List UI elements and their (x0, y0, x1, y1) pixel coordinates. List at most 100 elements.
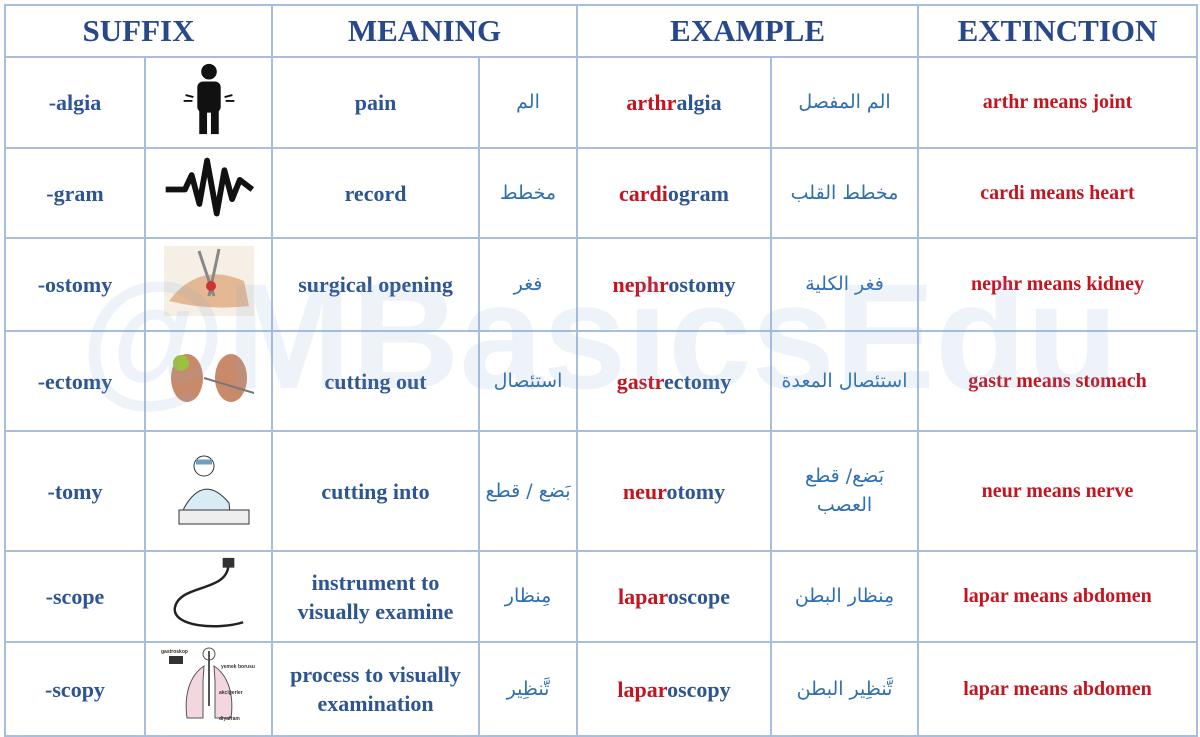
example-cell: neurotomy (576, 430, 773, 552)
extinction-cell: neur means nerve (917, 430, 1199, 552)
meaning-ar-cell: فغر (478, 237, 579, 332)
table-row: -gram record مخطط cardiogram مخطط القلب cardi… (4, 147, 1199, 239)
icon-shape (172, 354, 189, 371)
example-root: lapar (617, 676, 668, 702)
example-root: arthr (626, 90, 677, 115)
meaning-ar-cell: استئصال (478, 330, 579, 432)
icon-shape (183, 94, 234, 102)
icon-shape (165, 157, 254, 217)
meaning-ar-cell: الم (478, 56, 579, 149)
example-ar-cell: مخطط القلب (770, 147, 920, 239)
extinction-cell: cardi means heart (917, 147, 1199, 239)
illustration: gastroskop yemek borusu akciğerler diyafram (161, 647, 255, 722)
table-row: -scope instrument to visually examine مِنظ… (4, 550, 1199, 643)
icon-shape (178, 509, 249, 524)
table-row: -tomy cutting into بَضع / قطع neurotomy بَضع… (4, 430, 1199, 552)
meaning-cell: instrument to visually examine (271, 550, 481, 643)
illustration (173, 557, 243, 628)
image-cell: gastroskop yemek borusu akciğerler diyafram (143, 641, 274, 737)
icon-shape (196, 81, 221, 113)
page: SUFFIX MEANING EXAMPLE EXTINCTION -algia… (3, 4, 1199, 737)
example-suffix: ogram (667, 180, 729, 206)
header-row: SUFFIX MEANING EXAMPLE EXTINCTION (3, 4, 1199, 58)
example-suffix: otomy (666, 478, 726, 504)
illustration (170, 353, 254, 402)
suffix-cell: -algia (4, 56, 146, 149)
image-label: yemek borusu (221, 664, 255, 670)
table-row: -algia pain الم arthralgia الم المفصل arthr m… (4, 56, 1199, 149)
image-cell (143, 147, 274, 239)
table-body: -algia pain الم arthralgia الم المفصل arthr m… (4, 56, 1199, 737)
example-cell: gastrectomy (576, 330, 773, 432)
example-root: lapar (617, 584, 668, 609)
image-label: gastroskop (161, 649, 188, 655)
suffix-cell: -ostomy (4, 237, 146, 332)
header-cell: SUFFIX (3, 4, 274, 58)
example-root: gastr (616, 368, 665, 394)
icon-shape (214, 353, 247, 402)
icon-shape (200, 63, 217, 80)
header-cell: MEANING (271, 4, 579, 58)
suffix-cell: -scopy (4, 641, 146, 737)
suffix-cell: -tomy (4, 430, 146, 552)
icon-shape (222, 557, 234, 568)
meaning-cell: cutting out (271, 330, 481, 432)
meaning-ar-cell: تَّنظِير (478, 641, 579, 737)
example-root: nephr (612, 272, 669, 297)
illustration (183, 63, 234, 135)
suffix-table: SUFFIX MEANING EXAMPLE EXTINCTION -algia… (3, 4, 1199, 737)
suffix-cell: -ectomy (4, 330, 146, 432)
extinction-cell: lapar means abdomen (917, 550, 1199, 643)
example-root: cardi (619, 180, 668, 206)
meaning-ar-cell: بَضع / قطع (478, 430, 579, 552)
example-suffix: algia (676, 90, 722, 115)
icon-shape (173, 563, 243, 628)
example-ar-cell: تَّنظِير البطن (770, 641, 920, 737)
extinction-cell: gastr means stomach (917, 330, 1199, 432)
image-label: akciğerler (219, 690, 243, 696)
image-cell (143, 550, 274, 643)
extinction-cell: nephr means kidney (917, 237, 1199, 332)
icon-shape (198, 110, 207, 135)
icon-shape (168, 655, 183, 664)
example-ar-cell: بَضع/ قطع العصب (770, 430, 920, 552)
table-row: -ostomy surgical opening فغر nephrostomy فغر… (4, 237, 1199, 332)
icon-shape (185, 664, 232, 718)
example-root: neur (622, 478, 667, 504)
illustration (165, 157, 254, 217)
icon-shape (210, 110, 219, 135)
example-cell: arthralgia (576, 56, 773, 149)
extinction-cell: lapar means abdomen (917, 641, 1199, 737)
image-cell (143, 237, 274, 332)
example-ar-cell: فغر الكلية (770, 237, 920, 332)
example-cell: laparoscope (576, 550, 773, 643)
icon-shape (203, 376, 254, 394)
example-ar-cell: مِنظار البطن (770, 550, 920, 643)
example-suffix: ostomy (668, 272, 736, 297)
header-cell: EXAMPLE (576, 4, 920, 58)
table-row: -ectomy cutting out استئصال gastrectomy استئ… (4, 330, 1199, 432)
example-suffix: oscopy (667, 676, 731, 702)
meaning-ar-cell: مِنظار (478, 550, 579, 643)
illustration (178, 455, 249, 524)
image-label: diyafram (219, 716, 240, 722)
meaning-ar-cell: مخطط (478, 147, 579, 239)
example-ar-cell: الم المفصل (770, 56, 920, 149)
icon-shape (205, 281, 216, 291)
header-cell: EXTINCTION (917, 4, 1199, 58)
example-cell: nephrostomy (576, 237, 773, 332)
icon-shape (202, 647, 215, 660)
extinction-cell: arthr means joint (917, 56, 1199, 149)
image-cell (143, 56, 274, 149)
suffix-cell: -scope (4, 550, 146, 643)
image-cell (143, 430, 274, 552)
illustration (163, 246, 254, 316)
meaning-cell: pain (271, 56, 481, 149)
meaning-cell: process to visually examination (271, 641, 481, 737)
image-cell (143, 330, 274, 432)
icon-shape (193, 455, 214, 476)
example-cell: cardiogram (576, 147, 773, 239)
meaning-cell: record (271, 147, 481, 239)
example-ar-cell: استئصال المعدة (770, 330, 920, 432)
example-suffix: oscope (667, 584, 731, 609)
